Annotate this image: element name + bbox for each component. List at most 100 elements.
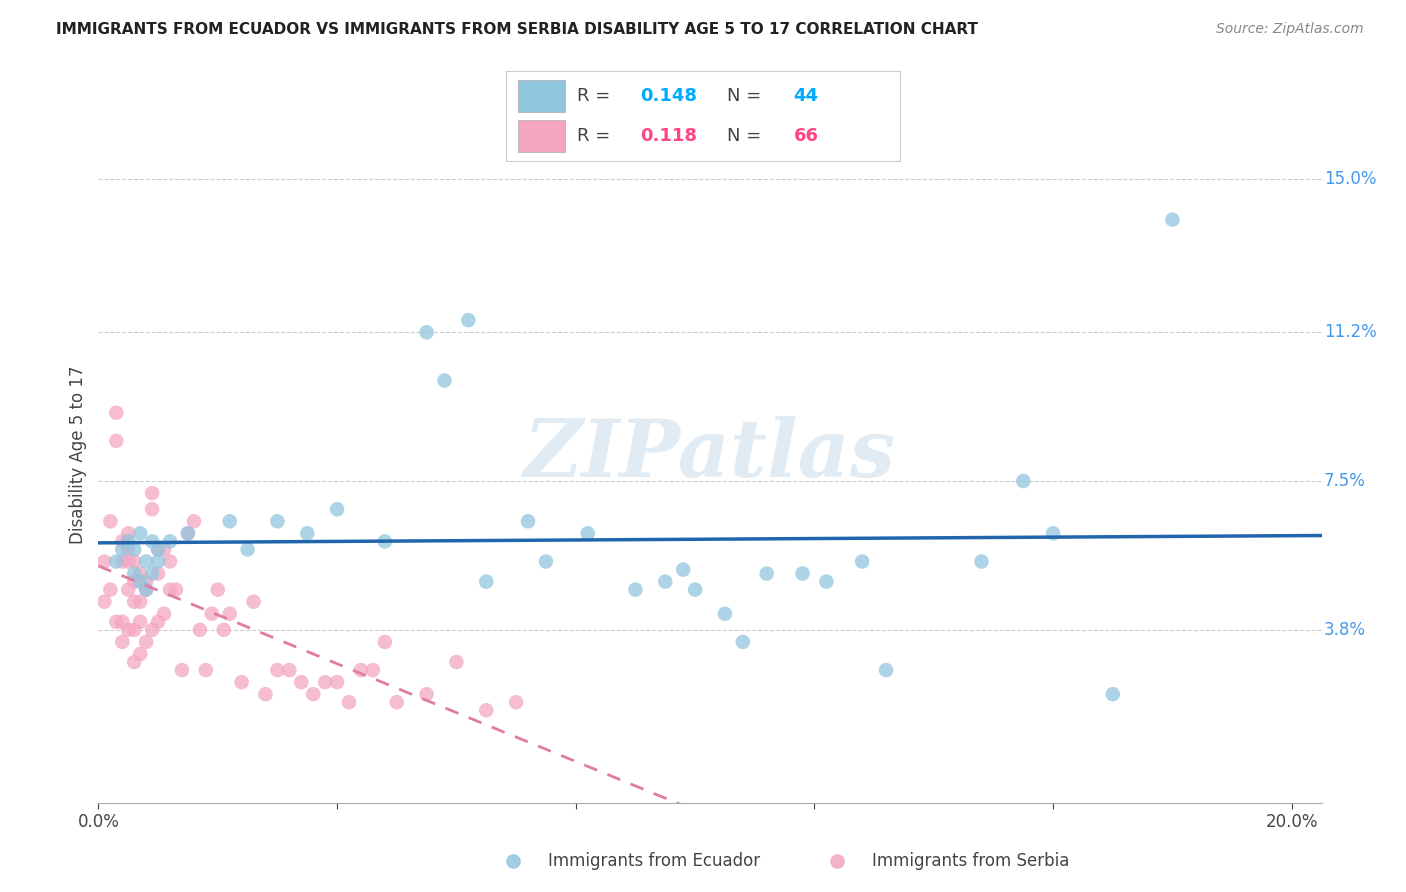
- Point: [266, 514, 288, 528]
- Point: [117, 554, 139, 568]
- Point: [111, 542, 134, 557]
- Text: N =: N =: [727, 127, 766, 145]
- Point: [505, 695, 527, 709]
- Text: 15.0%: 15.0%: [1324, 170, 1376, 188]
- Point: [254, 687, 277, 701]
- Point: [825, 854, 848, 868]
- Point: [212, 623, 235, 637]
- Point: [714, 607, 737, 621]
- Text: IMMIGRANTS FROM ECUADOR VS IMMIGRANTS FROM SERBIA DISABILITY AGE 5 TO 17 CORRELA: IMMIGRANTS FROM ECUADOR VS IMMIGRANTS FR…: [56, 22, 979, 37]
- Point: [815, 574, 838, 589]
- Point: [105, 406, 128, 420]
- Text: 0.118: 0.118: [640, 127, 697, 145]
- Point: [731, 635, 754, 649]
- Point: [385, 695, 408, 709]
- Point: [122, 655, 145, 669]
- Point: [141, 534, 163, 549]
- Point: [146, 615, 169, 629]
- Text: Source: ZipAtlas.com: Source: ZipAtlas.com: [1216, 22, 1364, 37]
- Point: [129, 647, 152, 661]
- Text: 66: 66: [793, 127, 818, 145]
- Text: ZIPatlas: ZIPatlas: [524, 417, 896, 493]
- Point: [576, 526, 599, 541]
- Point: [122, 554, 145, 568]
- Point: [105, 615, 128, 629]
- Point: [302, 687, 325, 701]
- Point: [177, 526, 200, 541]
- Point: [242, 595, 264, 609]
- Point: [117, 582, 139, 597]
- Point: [129, 526, 152, 541]
- Point: [105, 554, 128, 568]
- Point: [517, 514, 540, 528]
- Point: [218, 607, 240, 621]
- Point: [624, 582, 647, 597]
- Point: [111, 554, 134, 568]
- Point: [159, 554, 181, 568]
- Point: [153, 607, 176, 621]
- Y-axis label: Disability Age 5 to 17: Disability Age 5 to 17: [69, 366, 87, 544]
- Point: [177, 526, 200, 541]
- Point: [146, 542, 169, 557]
- Point: [111, 534, 134, 549]
- Point: [875, 663, 897, 677]
- Point: [231, 675, 253, 690]
- Point: [297, 526, 319, 541]
- Point: [218, 514, 240, 528]
- Point: [98, 514, 121, 528]
- Point: [122, 566, 145, 581]
- Point: [415, 325, 437, 339]
- Point: [117, 526, 139, 541]
- Point: [122, 574, 145, 589]
- Point: [475, 574, 498, 589]
- Text: R =: R =: [576, 87, 616, 105]
- Point: [146, 542, 169, 557]
- Point: [135, 582, 157, 597]
- Text: 3.8%: 3.8%: [1324, 621, 1367, 639]
- Point: [111, 635, 134, 649]
- Point: [93, 554, 115, 568]
- Point: [159, 534, 181, 549]
- Text: N =: N =: [727, 87, 766, 105]
- Point: [290, 675, 312, 690]
- Point: [141, 566, 163, 581]
- Point: [207, 582, 229, 597]
- Point: [1012, 474, 1035, 488]
- Point: [146, 566, 169, 581]
- Point: [415, 687, 437, 701]
- Point: [851, 554, 873, 568]
- Point: [534, 554, 557, 568]
- Point: [755, 566, 778, 581]
- FancyBboxPatch shape: [517, 80, 565, 112]
- Point: [683, 582, 706, 597]
- Point: [135, 574, 157, 589]
- Point: [188, 623, 211, 637]
- Point: [1042, 526, 1064, 541]
- Text: 11.2%: 11.2%: [1324, 323, 1376, 342]
- Text: 7.5%: 7.5%: [1324, 472, 1367, 490]
- Point: [170, 663, 193, 677]
- Point: [433, 374, 456, 388]
- Point: [122, 542, 145, 557]
- Point: [146, 554, 169, 568]
- Point: [457, 313, 479, 327]
- Point: [135, 582, 157, 597]
- Point: [117, 623, 139, 637]
- Point: [654, 574, 676, 589]
- Point: [502, 854, 524, 868]
- Point: [236, 542, 259, 557]
- Point: [194, 663, 217, 677]
- Point: [159, 582, 181, 597]
- Point: [1161, 212, 1184, 227]
- FancyBboxPatch shape: [517, 120, 565, 152]
- Point: [117, 542, 139, 557]
- Point: [141, 502, 163, 516]
- Point: [129, 615, 152, 629]
- Point: [792, 566, 814, 581]
- Point: [98, 582, 121, 597]
- Point: [135, 635, 157, 649]
- Point: [374, 534, 396, 549]
- Point: [153, 542, 176, 557]
- Point: [122, 623, 145, 637]
- Point: [278, 663, 301, 677]
